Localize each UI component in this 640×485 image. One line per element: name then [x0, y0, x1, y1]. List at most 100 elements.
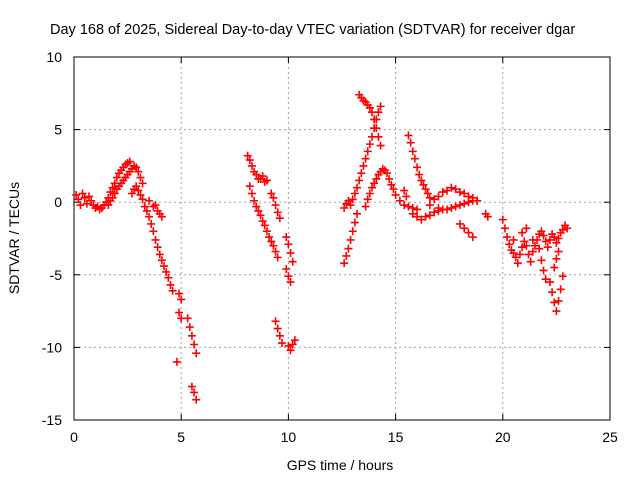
y-tick-label: -10 — [42, 339, 62, 355]
data-point — [127, 189, 136, 198]
data-point — [430, 195, 439, 204]
data-point — [136, 190, 145, 199]
data-point — [164, 273, 173, 282]
data-point — [273, 253, 282, 262]
data-point — [348, 195, 357, 204]
x-tick-label: 20 — [495, 429, 511, 445]
data-point — [76, 201, 85, 210]
data-point — [177, 295, 186, 304]
data-point — [522, 224, 531, 233]
data-point — [192, 349, 201, 358]
data-point — [190, 340, 199, 349]
data-point — [353, 209, 362, 218]
data-point — [451, 185, 460, 194]
data-point — [365, 140, 374, 149]
data-point — [468, 233, 477, 242]
data-point — [383, 169, 392, 178]
data-point — [447, 204, 456, 213]
data-point — [406, 138, 415, 147]
data-point — [132, 163, 141, 172]
data-point — [256, 211, 265, 220]
data-point — [552, 238, 561, 247]
data-point — [515, 250, 524, 259]
data-point — [260, 221, 269, 230]
data-point — [518, 228, 527, 237]
data-point — [520, 237, 529, 246]
data-point — [528, 235, 537, 244]
data-point — [157, 212, 166, 221]
x-tick-label: 10 — [281, 429, 297, 445]
data-point — [286, 346, 295, 355]
data-point — [368, 108, 377, 117]
data-point — [151, 201, 160, 210]
data-point — [404, 131, 413, 140]
data-point — [140, 202, 149, 211]
data-point — [273, 324, 282, 333]
data-point — [387, 180, 396, 189]
data-point — [539, 231, 548, 240]
data-point — [443, 205, 452, 214]
y-tick-label: 10 — [46, 49, 62, 65]
data-point — [545, 278, 554, 287]
data-point — [288, 257, 297, 266]
data-point — [187, 331, 196, 340]
data-point — [370, 179, 379, 188]
data-point — [548, 288, 557, 297]
x-tick-label: 0 — [70, 429, 78, 445]
series-dgar-c — [243, 151, 299, 355]
data-point — [552, 307, 561, 316]
data-point — [391, 190, 400, 199]
data-point — [288, 340, 297, 349]
data-point — [425, 201, 434, 210]
data-point — [149, 227, 158, 236]
data-point — [524, 250, 533, 259]
data-point — [361, 202, 370, 211]
data-point — [400, 186, 409, 195]
data-point — [284, 240, 293, 249]
data-point — [151, 235, 160, 244]
data-point — [344, 244, 353, 253]
data-point — [290, 336, 299, 345]
data-point — [530, 241, 539, 250]
data-point — [254, 206, 263, 215]
data-point — [556, 285, 565, 294]
data-point — [262, 227, 271, 236]
data-point — [434, 204, 443, 213]
data-point — [550, 233, 559, 242]
data-point — [168, 286, 177, 295]
data-point — [258, 172, 267, 181]
data-point — [372, 174, 381, 183]
data-point — [483, 212, 492, 221]
data-point — [187, 382, 196, 391]
data-point — [500, 224, 509, 233]
data-point — [513, 259, 522, 268]
data-point — [355, 176, 364, 185]
data-point — [125, 157, 134, 166]
data-point — [284, 272, 293, 281]
data-point — [80, 193, 89, 202]
data-point — [419, 180, 428, 189]
series-dgar-f — [498, 215, 572, 316]
data-point — [265, 233, 274, 242]
data-point — [350, 189, 359, 198]
data-point — [138, 195, 147, 204]
data-point — [344, 196, 353, 205]
data-point — [157, 256, 166, 265]
data-point — [267, 237, 276, 246]
data-point — [252, 202, 261, 211]
data-point — [434, 192, 443, 201]
data-point — [269, 193, 278, 202]
data-point — [132, 182, 141, 191]
data-point — [286, 249, 295, 258]
data-point — [505, 240, 514, 249]
data-point — [473, 196, 482, 205]
data-point — [425, 211, 434, 220]
data-point — [554, 234, 563, 243]
data-point — [413, 205, 422, 214]
data-point — [361, 154, 370, 163]
data-point — [87, 196, 96, 205]
data-point — [357, 169, 366, 178]
data-point — [271, 247, 280, 256]
data-point — [271, 201, 280, 210]
data-point — [166, 280, 175, 289]
